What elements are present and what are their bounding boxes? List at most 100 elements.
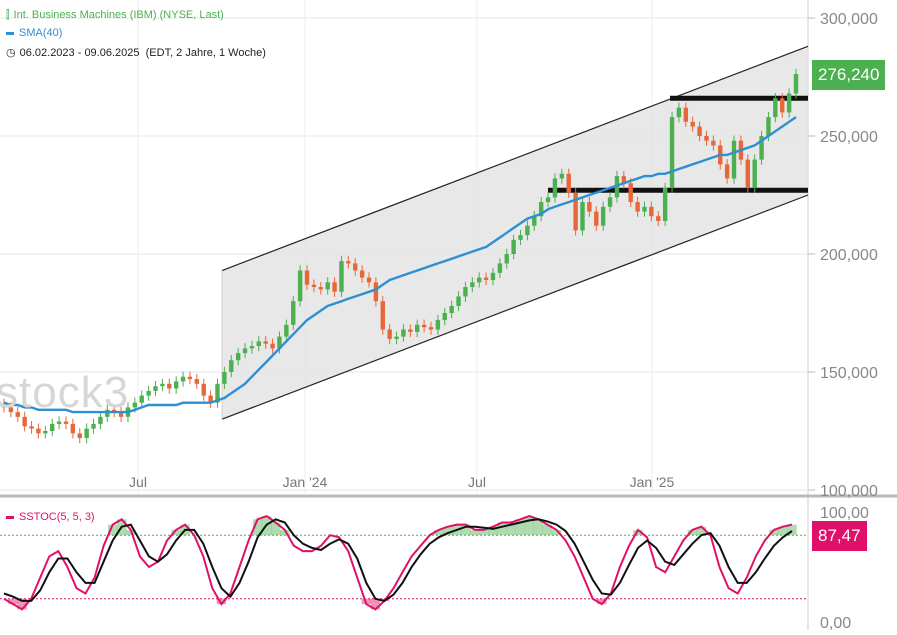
- candle-body: [483, 277, 489, 280]
- candle-body: [277, 336, 282, 349]
- candle-body: [532, 216, 537, 226]
- candle-body: [63, 421, 69, 424]
- candle-body: [167, 383, 172, 389]
- candle-body: [621, 176, 627, 184]
- candle-body: [153, 386, 158, 391]
- candle-body: [373, 282, 379, 302]
- candle-body: [456, 296, 461, 306]
- candle-body: [504, 254, 509, 264]
- chart-title-text: Int. Business Machines (IBM) (NYSE, Last…: [13, 9, 224, 21]
- candle-body: [421, 324, 427, 328]
- y-tick-label: 250,000: [820, 129, 878, 146]
- candle-body: [215, 383, 220, 403]
- oversold-fill: [216, 598, 227, 605]
- candle-body: [346, 261, 351, 264]
- candle-body: [587, 202, 592, 212]
- overbought-fill: [551, 529, 562, 536]
- overbought-fill: [787, 524, 797, 536]
- x-tick-label: Jul: [129, 474, 147, 490]
- candle-body: [84, 428, 89, 439]
- candle-body: [256, 341, 262, 347]
- y-tick-label: 200,000: [820, 247, 878, 264]
- candle-body: [649, 206, 654, 217]
- candle-body: [291, 301, 296, 325]
- overbought-fill: [633, 529, 643, 536]
- candle-body: [311, 284, 317, 288]
- candle-body: [752, 159, 757, 188]
- candle-body: [470, 282, 475, 288]
- candle-body: [428, 327, 434, 330]
- candle-body: [160, 383, 165, 387]
- candle-body: [36, 428, 41, 434]
- candle-body: [43, 431, 48, 434]
- candle-body: [559, 173, 565, 179]
- candle-body: [711, 140, 716, 146]
- candle-body: [545, 197, 551, 203]
- candle-body: [387, 329, 392, 339]
- candle-body: [477, 277, 482, 283]
- overbought-fill: [461, 524, 471, 536]
- candle-body: [249, 346, 255, 349]
- candle-body: [780, 98, 785, 113]
- overbought-fill: [497, 522, 507, 536]
- candle-body: [607, 197, 613, 207]
- overbought-fill: [696, 526, 707, 536]
- overbought-fill: [488, 526, 498, 536]
- candle-body: [573, 192, 578, 231]
- candle-body: [325, 282, 330, 290]
- overbought-fill: [470, 529, 480, 536]
- candle-body: [22, 416, 27, 427]
- candle-body: [793, 74, 799, 94]
- candle-body: [15, 412, 20, 417]
- candle-body: [724, 164, 730, 179]
- overbought-fill: [271, 522, 281, 536]
- stoch-k-line: [3, 514, 793, 611]
- candle-body: [635, 202, 640, 212]
- channel-upper-line: [221, 45, 809, 272]
- candle-body: [146, 390, 151, 396]
- candle-body: [759, 136, 764, 160]
- candle-body: [642, 206, 647, 212]
- candle-body: [118, 412, 124, 417]
- channel-fill: [222, 46, 808, 420]
- candle-body: [408, 329, 413, 332]
- candle-body: [50, 423, 55, 431]
- y-tick-label: 300,000: [820, 11, 878, 28]
- stoch-y-tick-label: 0,00: [820, 615, 851, 630]
- overbought-fill: [434, 529, 444, 536]
- candle-body: [697, 126, 702, 136]
- x-tick-label: Jan '24: [283, 474, 328, 490]
- candle-body: [187, 376, 193, 380]
- candle-body: [731, 140, 737, 179]
- candle-body: [401, 329, 406, 337]
- sma40-line: [3, 116, 797, 414]
- candle-body: [263, 341, 268, 344]
- candle-body: [676, 107, 682, 118]
- candle-body: [180, 376, 186, 382]
- x-tick-label: Jul: [468, 474, 486, 490]
- candle-body: [690, 121, 695, 127]
- candle-body: [594, 211, 599, 226]
- overbought-fill: [280, 529, 290, 536]
- candle-body: [525, 225, 530, 236]
- candle-body: [91, 423, 96, 429]
- x-tick-label: Jan '25: [630, 474, 675, 490]
- candle-body: [538, 202, 544, 217]
- candle-body: [332, 282, 337, 292]
- candle-body: [318, 287, 323, 290]
- candle-body: [284, 324, 289, 337]
- y-tick-label: 150,000: [820, 365, 878, 382]
- sma-legend: SMA(40): [6, 27, 62, 39]
- overbought-fill: [524, 516, 535, 536]
- oversold-fill: [370, 598, 381, 610]
- candle-body: [29, 426, 34, 429]
- candle-body: [442, 313, 447, 321]
- candle-body: [229, 360, 234, 372]
- candle-body: [600, 206, 606, 226]
- candle-body: [415, 324, 420, 332]
- oversold-fill: [8, 598, 18, 605]
- period-range: 06.02.2023 - 09.06.2025: [19, 47, 140, 59]
- candle-body: [669, 117, 675, 188]
- candle-body: [242, 348, 248, 354]
